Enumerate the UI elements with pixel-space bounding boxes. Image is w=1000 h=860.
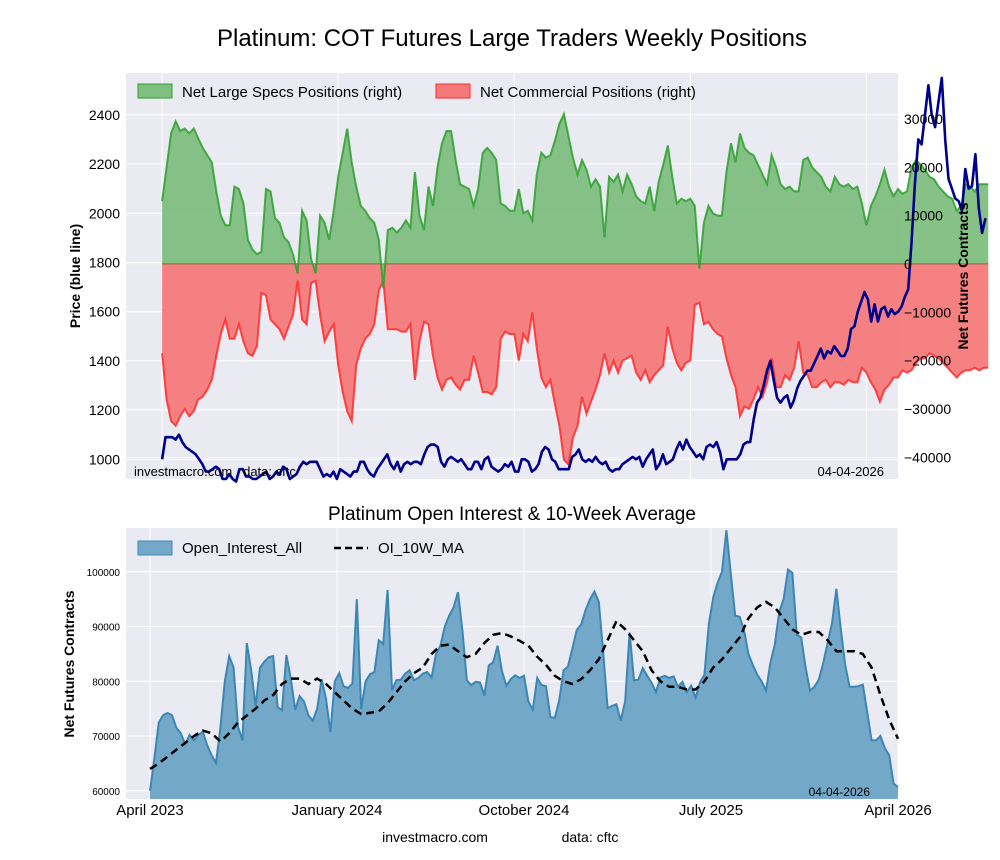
footer-site: investmacro.com (382, 829, 488, 845)
x-tick-label: July 2025 (679, 802, 743, 819)
bottom-y-axis-label: Net Futures Contracts (61, 590, 77, 737)
figure-title: Platinum: COT Futures Large Traders Week… (217, 25, 807, 52)
open-interest-line (149, 530, 899, 791)
x-tick-label: April 2026 (864, 802, 932, 819)
legend-label-specs: Net Large Specs Positions (right) (182, 84, 402, 101)
bottom-y-tick-label: 100000 (87, 568, 121, 579)
left-tick-label: 1800 (89, 254, 120, 270)
right-tick-label: −10000 (904, 304, 951, 320)
price-line-group (160, 76, 987, 483)
specs-fill (162, 114, 989, 289)
right-tick-label: −20000 (904, 353, 951, 369)
right-tick-label: 0 (904, 256, 912, 272)
right-tick-label: 20000 (904, 159, 943, 175)
right-tick-label: −40000 (904, 449, 951, 465)
right-axis-ticks: −40000 −30000 −20000 −10000 0 10000 20000 30000 (904, 111, 951, 465)
footer-source: data: cftc (562, 829, 619, 845)
right-tick-label: −30000 (904, 401, 951, 417)
left-tick-label: 2400 (89, 107, 120, 123)
price-line (160, 76, 987, 483)
legend-label-open-interest: Open_Interest_All (182, 540, 302, 557)
specs-line (161, 110, 989, 289)
bottom-y-ticks: 60000 70000 80000 90000 100000 (87, 568, 121, 798)
specs-area (161, 110, 989, 289)
legend-swatch-commercial (435, 83, 471, 99)
bottom-x-ticks: April 2023 January 2024 October 2024 July 2… (116, 802, 932, 819)
right-tick-label: 10000 (904, 208, 943, 224)
commercial-area (161, 263, 989, 467)
commercial-line (161, 277, 989, 467)
right-tick-label: 30000 (904, 111, 943, 127)
legend-label-commercial: Net Commercial Positions (right) (480, 84, 696, 101)
right-axis-label: Net Futures Contracts (955, 202, 971, 349)
left-tick-label: 1200 (89, 402, 120, 418)
top-watermark: investmacro.com data: cftc (134, 464, 296, 479)
legend-swatch-specs (137, 83, 173, 99)
x-tick-label: October 2024 (479, 802, 570, 819)
legend-swatch-open-interest (137, 540, 173, 556)
ma-line-group (149, 600, 900, 770)
oi-chart-title: Platinum Open Interest & 10-Week Average (328, 504, 696, 525)
ma-line (149, 600, 900, 770)
left-axis-label: Price (blue line) (67, 224, 83, 328)
open-interest-area (149, 530, 899, 799)
top-date-stamp: 04-04-2026 (818, 464, 885, 479)
legend-label-ma: OI_10W_MA (378, 540, 464, 557)
bottom-legend: Open_Interest_All OI_10W_MA (137, 540, 464, 557)
left-tick-label: 1000 (89, 451, 120, 467)
left-tick-label: 1600 (89, 304, 120, 320)
bottom-date-stamp: 04-04-2026 (809, 785, 871, 799)
x-tick-label: April 2023 (116, 802, 184, 819)
top-legend: Net Large Specs Positions (right) Net Co… (137, 83, 696, 101)
left-tick-label: 2000 (89, 205, 120, 221)
left-axis-ticks: 1000 1200 1400 1600 1800 2000 2200 2400 (89, 107, 120, 467)
x-tick-label: January 2024 (292, 802, 383, 819)
open-interest-fill (149, 530, 898, 799)
bottom-y-tick-label: 90000 (92, 623, 120, 634)
bottom-y-tick-label: 60000 (92, 787, 120, 798)
commercial-fill (162, 263, 989, 465)
bottom-y-tick-label: 70000 (92, 732, 120, 743)
left-tick-label: 1400 (89, 353, 120, 369)
bottom-y-tick-label: 80000 (92, 677, 120, 688)
open-interest-chart: Platinum Open Interest & 10-Week Average… (61, 504, 932, 819)
left-tick-label: 2200 (89, 156, 120, 172)
